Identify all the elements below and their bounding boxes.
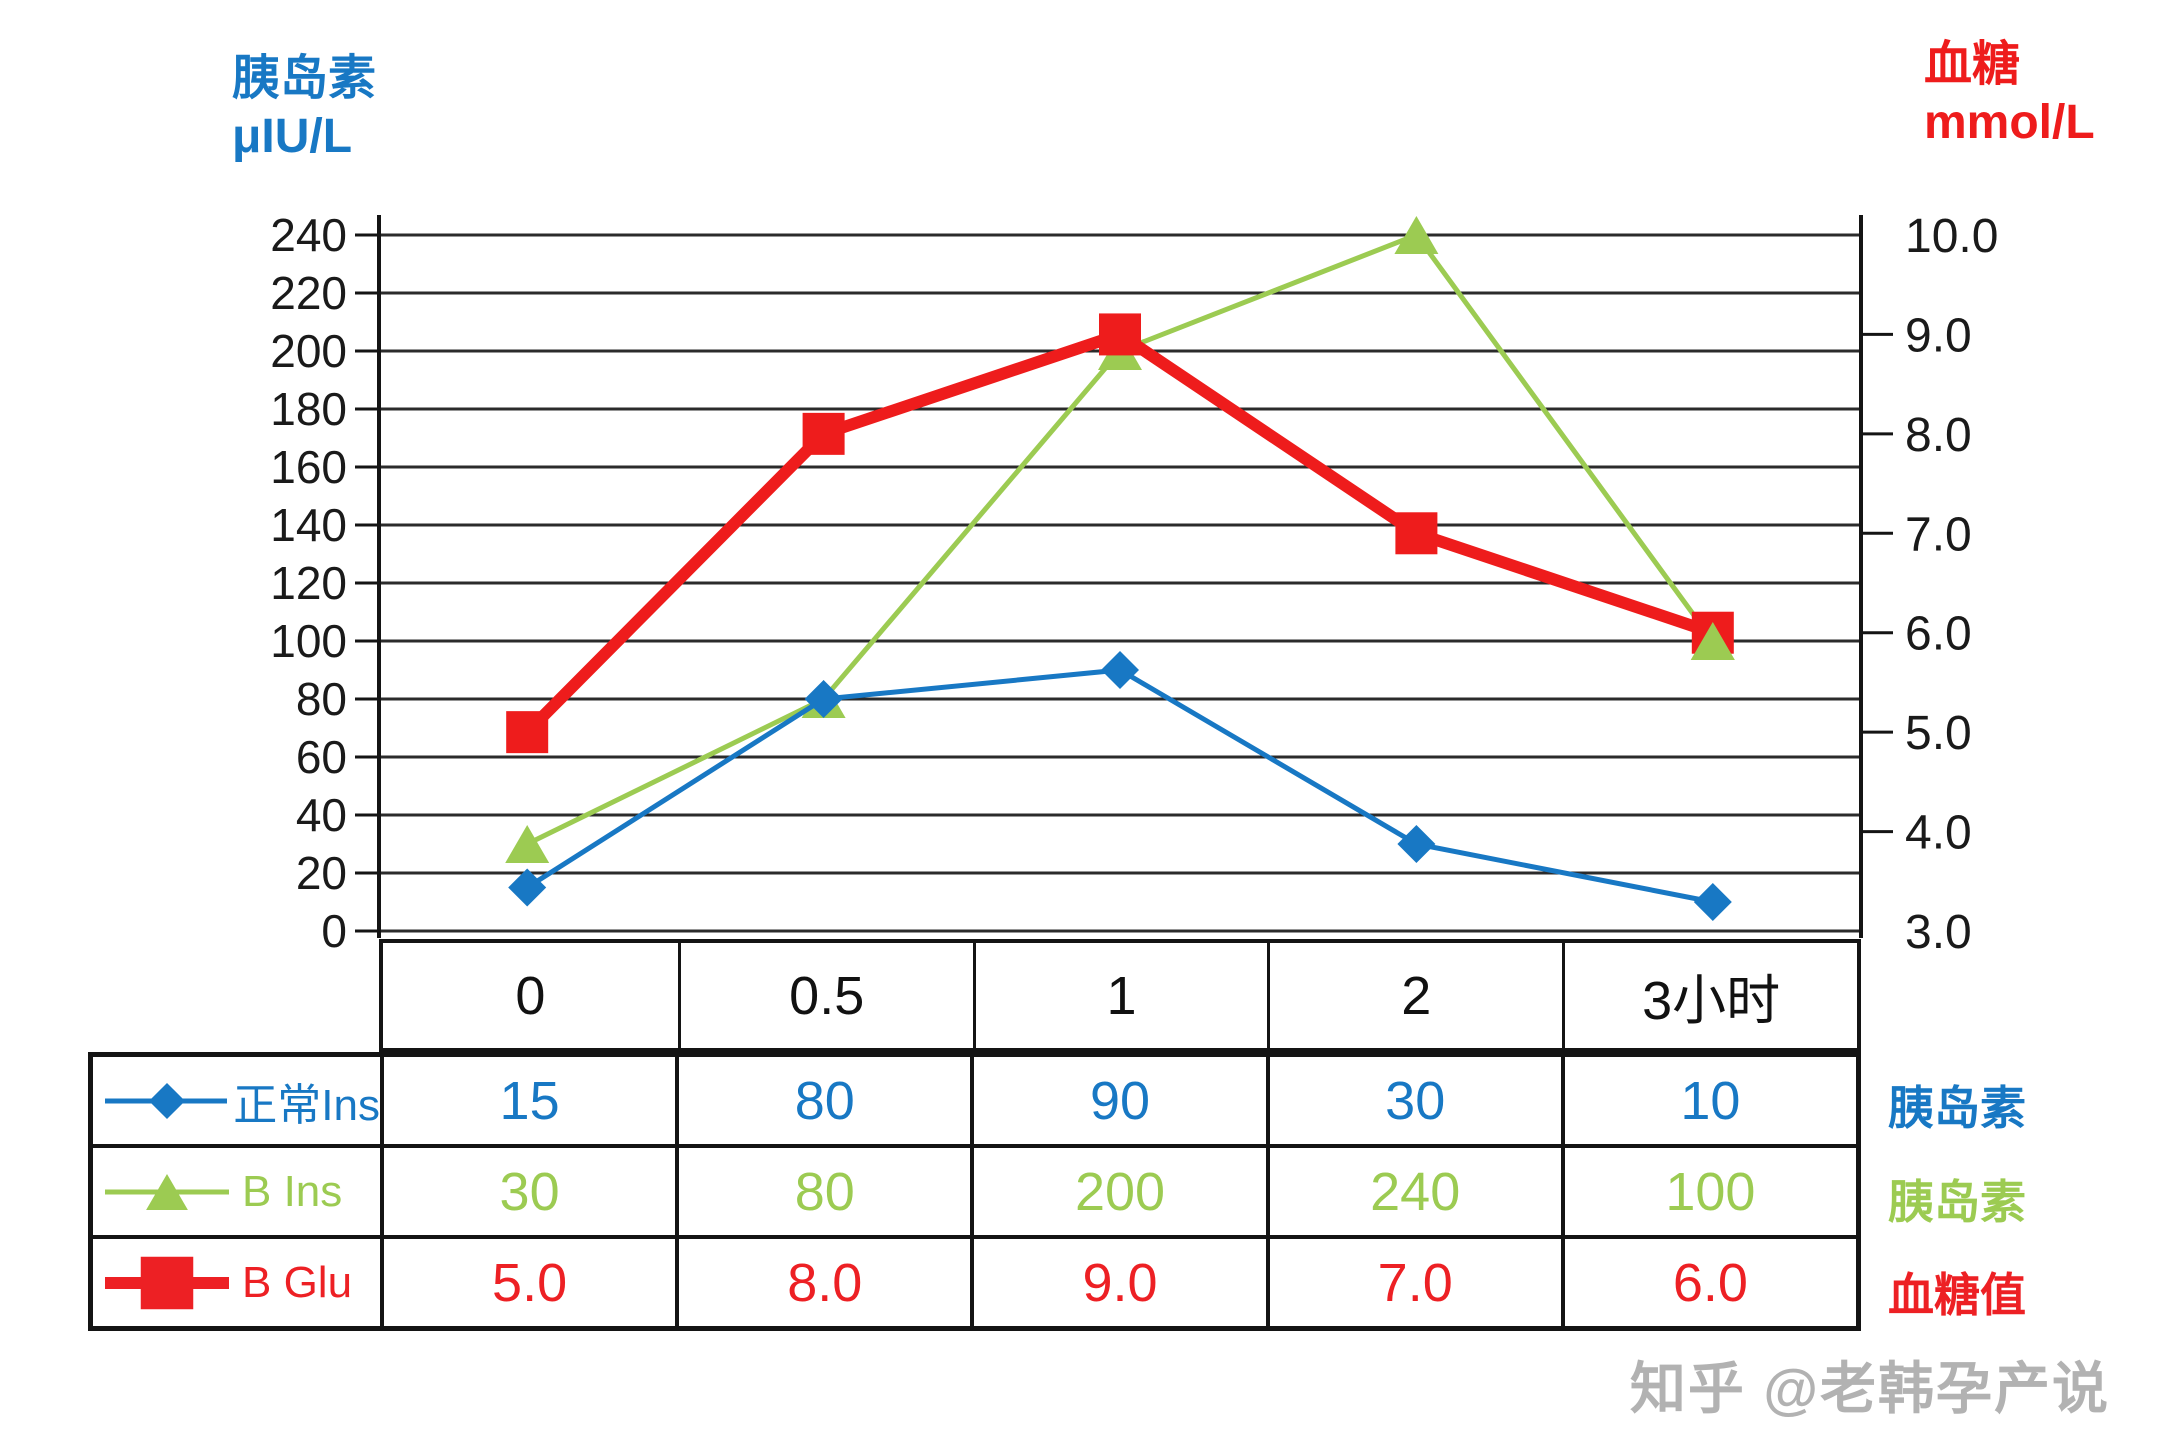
table-cell: 100 xyxy=(1562,1146,1858,1237)
right-axis-tick-label: 6.0 xyxy=(1905,608,1972,661)
series-line xyxy=(525,667,1714,905)
triangle-marker xyxy=(1394,216,1439,254)
diamond-marker xyxy=(508,868,547,907)
left-axis-tick-label: 80 xyxy=(296,673,347,725)
legend-item-b-glu: B Glu xyxy=(91,1237,382,1328)
legend-item-b-ins: B Ins xyxy=(91,1146,382,1237)
table-cell: 7.0 xyxy=(1267,1237,1563,1328)
green-triangle-series-icon xyxy=(105,1173,229,1210)
left-axis-tick-label: 180 xyxy=(270,383,347,435)
left-axis-tick-label: 240 xyxy=(270,209,347,261)
triangle-marker xyxy=(505,825,550,863)
table-cell: 90 xyxy=(972,1055,1268,1146)
left-axis-tick-label: 160 xyxy=(270,441,347,493)
right-axis-tick-label: 5.0 xyxy=(1905,707,1972,760)
right-axis-tick-label: 8.0 xyxy=(1905,409,1972,462)
left-axis-title-line2: μIU/L xyxy=(232,110,353,163)
x-label: 0.5 xyxy=(677,943,973,1048)
table-cell: 10 xyxy=(1562,1055,1858,1146)
x-label: 2 xyxy=(1267,943,1562,1048)
table-cell: 80 xyxy=(677,1055,973,1146)
table-cell: 30 xyxy=(382,1146,678,1237)
triangle-marker xyxy=(1690,622,1735,660)
left-axis-tick-label: 140 xyxy=(270,499,347,551)
right-axis-tick-label: 10.0 xyxy=(1905,210,1998,263)
diamond-marker xyxy=(1693,883,1732,921)
legend-label: 正常Ins xyxy=(233,1080,380,1130)
left-axis-tick-label: 20 xyxy=(296,847,347,899)
legend-label: B Ins xyxy=(242,1166,343,1216)
left-axis-title: 胰岛素 μIU/L xyxy=(232,50,376,166)
red-square-series-icon xyxy=(105,1256,229,1309)
blue-diamond-series-icon xyxy=(105,1082,228,1119)
table-cell: 240 xyxy=(1267,1146,1563,1237)
square-marker xyxy=(802,412,845,455)
left-axis-tick-label: 120 xyxy=(270,557,347,609)
table-cell: 80 xyxy=(677,1146,973,1237)
diamond-marker xyxy=(148,1082,186,1119)
right-axis-tick-label: 3.0 xyxy=(1905,906,1972,959)
row-unit-label-insulin-normal: 胰岛素 xyxy=(1888,1082,2026,1134)
right-axis-tick-label: 7.0 xyxy=(1905,508,1972,561)
table-cell: 6.0 xyxy=(1562,1237,1858,1328)
diamond-marker xyxy=(1397,825,1436,863)
right-axis-tick-label: 4.0 xyxy=(1905,807,1972,860)
legend-label: B Glu xyxy=(242,1257,353,1307)
x-label: 3小时 xyxy=(1562,943,1857,1048)
table-cell: 5.0 xyxy=(382,1237,678,1328)
row-unit-label-glucose: 血糖值 xyxy=(1888,1269,2026,1321)
data-table: 正常Ins 15 80 90 30 10 B Ins 30 80 200 240… xyxy=(88,1052,1861,1331)
series-B Glu xyxy=(506,313,1734,754)
x-axis-label-row: 0 0.5 1 2 3小时 xyxy=(379,939,1861,1052)
x-label: 0 xyxy=(515,965,546,1026)
square-marker xyxy=(140,1256,194,1309)
left-axis-title-line1: 胰岛素 xyxy=(232,52,377,105)
table-cell: 15 xyxy=(382,1055,678,1146)
diamond-marker xyxy=(804,680,843,718)
right-axis-tick-label: 9.0 xyxy=(1905,309,1972,362)
left-axis-tick-label: 0 xyxy=(321,905,347,957)
diamond-marker xyxy=(1101,651,1139,689)
square-marker xyxy=(1099,313,1141,356)
right-axis-title-line1: 血糖 xyxy=(1924,38,2021,91)
watermark: 知乎 @老韩孕产说 xyxy=(1629,1357,2110,1420)
left-axis-tick-label: 40 xyxy=(296,789,347,841)
table-cell: 200 xyxy=(972,1146,1268,1237)
x-label: 1 xyxy=(972,943,1268,1048)
legend-item-normal-ins: 正常Ins xyxy=(91,1055,382,1146)
row-unit-label-insulin-b: 胰岛素 xyxy=(1888,1176,2026,1228)
series-B Ins xyxy=(505,216,1735,863)
table-cell: 8.0 xyxy=(677,1237,973,1328)
right-axis-title: 血糖 mmol/L xyxy=(1924,36,2095,152)
series-正常Ins xyxy=(508,651,1732,921)
left-axis-tick-label: 60 xyxy=(296,731,347,783)
square-marker xyxy=(506,711,549,754)
left-axis-tick-label: 100 xyxy=(270,615,347,667)
left-axis-tick-label: 220 xyxy=(270,267,347,319)
right-axis-title-line2: mmol/L xyxy=(1924,96,2095,149)
square-marker xyxy=(1395,512,1438,555)
table-cell: 9.0 xyxy=(972,1237,1268,1328)
triangle-marker xyxy=(146,1173,188,1210)
table-cell: 30 xyxy=(1267,1055,1563,1146)
left-axis-tick-label: 200 xyxy=(270,325,347,377)
